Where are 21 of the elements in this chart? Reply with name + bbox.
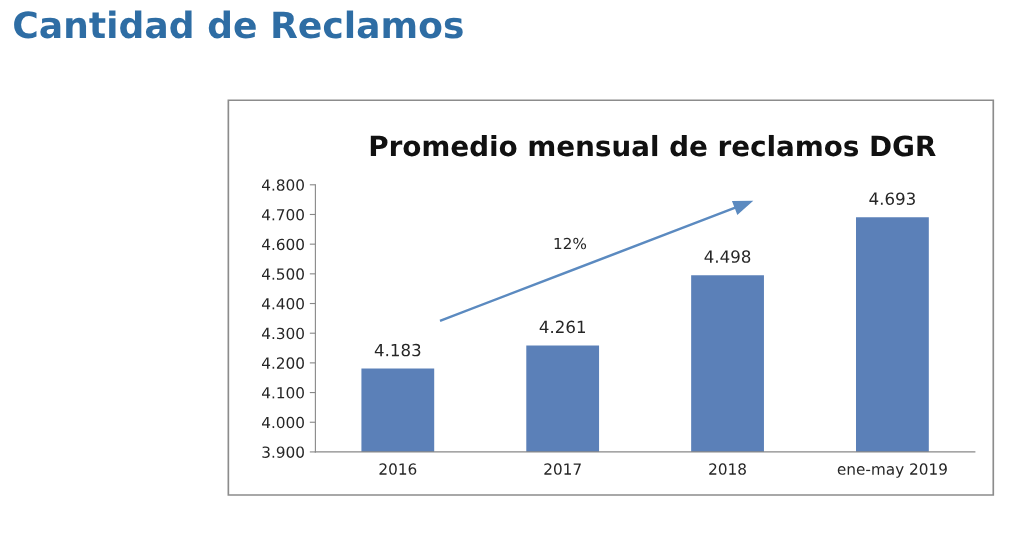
chart-title: Promedio mensual de reclamos DGR [370,134,936,157]
text: Cantidad de Reclamos [14,10,463,39]
y-tick-label: 4.100 [261,387,304,399]
y-tick-label: 4.400 [261,297,304,310]
y-tick-label: 4.200 [261,357,304,369]
y-tick-label: 4.300 [261,327,304,340]
data-label: 4.183 [374,343,421,357]
data-label: 4.498 [704,250,751,263]
y-tick-label: 3.900 [262,446,304,458]
x-tick-label: 2018 [709,463,746,475]
y-tick-label: 4.800 [261,179,304,191]
data-label: 4.693 [869,192,915,205]
data-label: 4.261 [539,320,586,334]
annotation: 12% [554,237,587,250]
x-tick-label: 2016 [379,463,417,475]
y-tick-label: 4.000 [261,416,304,429]
x-tick-label: ene-may 2019 [837,463,947,478]
y-tick-label: 4.700 [261,208,304,221]
y-tick-label: 4.500 [261,268,304,280]
x-tick-label: 2017 [544,463,581,475]
y-tick-label: 4.600 [261,238,304,251]
